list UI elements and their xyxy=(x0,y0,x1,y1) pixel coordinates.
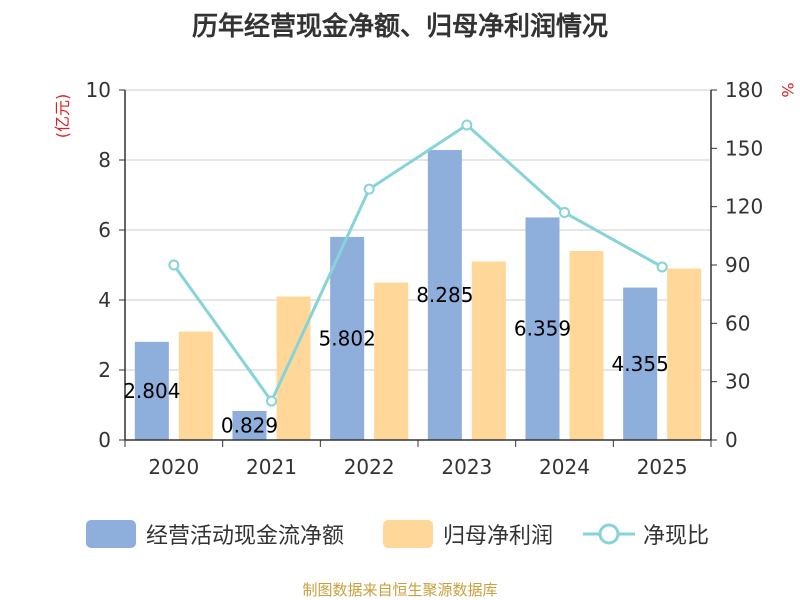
legend-label-cash-ratio: 净现比 xyxy=(643,524,710,549)
bar-layer xyxy=(134,150,702,440)
right-axis-tick-label: 120 xyxy=(725,195,763,219)
source-note: 制图数据来自恒生聚源数据库 xyxy=(302,581,498,599)
x-axis-tick-label: 2022 xyxy=(344,455,395,479)
cashflow-bar xyxy=(232,410,267,440)
cashflow-data-label: 0.829 xyxy=(221,413,278,437)
left-axis-tick-label: 0 xyxy=(98,428,111,452)
left-axis-tick-label: 4 xyxy=(98,288,111,312)
axis-layer: 0 2 4 6 8 10 0 30 60 90 120 150 180 2020 2021 2022 2023 2… xyxy=(86,78,764,479)
right-axis-tick-label: 0 xyxy=(725,428,738,452)
right-axis-tick-label: 30 xyxy=(725,370,750,394)
cash-ratio-point xyxy=(266,395,277,407)
legend-line-circle-icon xyxy=(583,523,635,545)
net-profit-bar xyxy=(667,268,702,440)
x-axis-tick-label: 2020 xyxy=(148,455,199,479)
cashflow-data-label: 8.285 xyxy=(416,283,473,307)
chart-title: 历年经营现金净额、归母净利润情况 xyxy=(191,12,608,42)
legend-item-cash-ratio[interactable]: 净现比 xyxy=(583,514,709,554)
legend-swatch-cashflow xyxy=(86,520,136,548)
cashflow-bar xyxy=(330,236,365,440)
cashflow-data-label: 6.359 xyxy=(514,317,571,341)
cashflow-bar xyxy=(525,217,560,440)
cash-ratio-point xyxy=(363,183,375,195)
legend-label-cashflow: 经营活动现金流净额 xyxy=(146,524,345,549)
right-axis-tick-label: 90 xyxy=(725,253,750,277)
net-profit-bar xyxy=(471,261,506,440)
cashflow-bar xyxy=(427,150,462,440)
legend-label-net-profit: 归母净利润 xyxy=(443,524,554,549)
cashflow-bar xyxy=(134,341,169,440)
cashflow-data-label: 5.802 xyxy=(319,326,376,350)
left-axis-tick-label: 2 xyxy=(98,358,111,382)
legend-item-cashflow[interactable]: 经营活动现金流净额 xyxy=(86,514,344,554)
cash-ratio-point xyxy=(461,119,473,131)
right-axis-tick-label: 60 xyxy=(725,311,750,335)
right-axis-tick-label: 180 xyxy=(725,78,763,102)
line-layer xyxy=(168,119,668,407)
grid-layer xyxy=(125,89,711,371)
cash-ratio-line xyxy=(172,123,663,405)
legend-swatch-net-profit xyxy=(383,520,433,548)
left-axis-tick-label: 8 xyxy=(98,148,111,172)
x-axis-tick-label: 2023 xyxy=(441,455,492,479)
left-axis-tick-label: 6 xyxy=(98,218,111,242)
x-axis-tick-label: 2024 xyxy=(539,455,590,479)
cashflow-data-label: 4.355 xyxy=(612,352,669,376)
net-profit-bar xyxy=(374,282,409,440)
cash-ratio-point xyxy=(559,207,570,218)
left-axis-tick-label: 10 xyxy=(86,78,111,102)
cash-ratio-point xyxy=(168,259,180,271)
right-axis-unit-label: % xyxy=(778,82,797,97)
x-axis-tick-label: 2021 xyxy=(246,455,297,479)
label-layer: 2.804 0.829 5.802 8.285 6.359 4.355 xyxy=(123,283,669,437)
right-axis-tick-label: 150 xyxy=(725,136,763,160)
cash-ratio-point xyxy=(656,261,668,273)
net-profit-bar xyxy=(276,296,311,440)
left-axis-unit-label: (亿元) xyxy=(53,94,72,139)
legend-item-net-profit[interactable]: 归母净利润 xyxy=(383,514,553,554)
cashflow-bar xyxy=(623,287,658,440)
net-profit-bar xyxy=(178,331,213,440)
cashflow-data-label: 2.804 xyxy=(123,379,180,403)
net-profit-bar xyxy=(569,251,604,440)
legend: 经营活动现金流净额 归母净利润 净现比 xyxy=(0,514,800,554)
x-axis-tick-label: 2025 xyxy=(637,455,688,479)
